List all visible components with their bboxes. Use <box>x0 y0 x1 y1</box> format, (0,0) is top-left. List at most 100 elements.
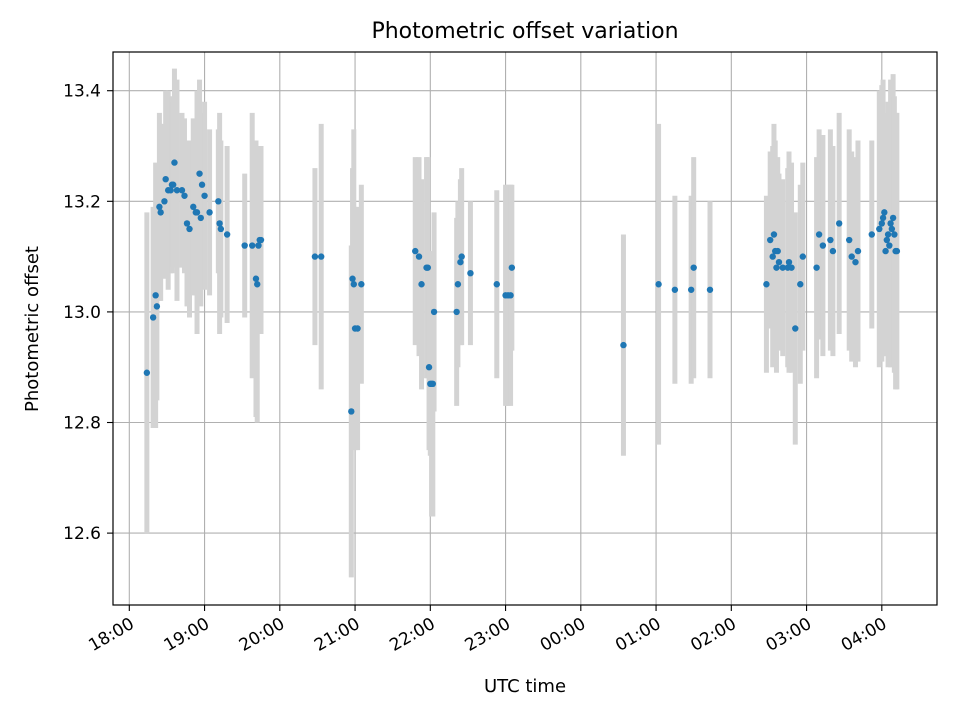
data-point <box>453 308 460 316</box>
data-point <box>152 292 159 299</box>
data-point <box>415 253 423 260</box>
data-point <box>671 286 679 293</box>
data-point <box>216 220 223 227</box>
data-point <box>507 292 514 299</box>
data-point <box>317 253 325 260</box>
data-point <box>508 264 516 271</box>
data-point <box>889 214 897 222</box>
data-point <box>799 253 807 260</box>
data-point <box>241 242 248 249</box>
data-point <box>835 220 843 227</box>
data-point <box>143 369 151 376</box>
data-point <box>779 264 786 271</box>
data-point <box>429 380 437 387</box>
data-points <box>143 159 901 415</box>
data-point <box>774 247 781 255</box>
data-point <box>350 281 358 288</box>
data-point <box>868 231 875 238</box>
data-point <box>891 231 898 238</box>
y-tick-label: 13.2 <box>63 192 101 212</box>
data-point <box>769 253 776 260</box>
data-point <box>197 214 204 222</box>
data-point <box>198 181 206 188</box>
data-point <box>785 258 793 266</box>
data-point <box>493 281 500 288</box>
data-point <box>881 209 888 216</box>
data-point <box>217 225 225 233</box>
data-point <box>655 281 662 288</box>
data-point <box>882 247 889 255</box>
data-point <box>311 253 319 260</box>
data-point <box>255 242 262 249</box>
data-point <box>349 275 356 282</box>
data-point <box>178 187 186 194</box>
data-point <box>186 225 193 233</box>
data-point <box>418 281 425 288</box>
data-point <box>358 281 365 288</box>
y-tick-label: 13.4 <box>63 82 101 102</box>
y-tick-label: 12.6 <box>63 524 101 544</box>
data-point <box>430 308 438 316</box>
data-point <box>797 281 804 288</box>
data-point <box>775 258 783 266</box>
data-point <box>819 242 827 249</box>
data-point <box>153 303 161 310</box>
data-point <box>813 264 820 271</box>
x-axis-label: UTC time <box>484 676 566 697</box>
data-point <box>788 264 795 271</box>
data-point <box>223 231 231 238</box>
data-point <box>170 181 177 188</box>
data-point <box>181 192 188 199</box>
data-point <box>424 264 432 271</box>
data-point <box>167 187 174 194</box>
data-point <box>888 225 896 233</box>
data-point <box>457 258 464 266</box>
data-point <box>773 264 780 271</box>
data-point <box>252 275 260 282</box>
data-point <box>876 225 883 233</box>
data-point <box>348 408 355 415</box>
data-point <box>215 198 222 205</box>
data-point <box>893 247 901 255</box>
data-point <box>848 253 855 260</box>
data-point <box>620 341 627 349</box>
data-point <box>467 270 474 277</box>
data-point <box>878 220 886 227</box>
data-point <box>161 198 168 205</box>
data-point <box>162 175 169 183</box>
data-point <box>196 170 203 177</box>
data-point <box>770 231 778 238</box>
chart-title: Photometric offset variation <box>371 19 678 44</box>
data-point <box>815 231 823 238</box>
data-point <box>458 253 465 260</box>
data-point <box>193 209 201 216</box>
data-point <box>257 236 265 244</box>
data-point <box>412 247 419 255</box>
data-point <box>156 203 163 211</box>
data-point <box>687 286 695 293</box>
plot-frame <box>112 51 938 606</box>
data-point <box>157 209 164 216</box>
data-point <box>173 187 181 194</box>
data-point <box>149 314 157 321</box>
data-point <box>763 281 770 288</box>
data-point <box>190 203 197 211</box>
data-point <box>883 236 891 244</box>
data-point <box>829 247 837 255</box>
data-point <box>887 220 894 227</box>
data-point <box>884 231 892 238</box>
data-point <box>854 247 862 255</box>
data-point <box>846 236 853 244</box>
data-point <box>792 325 799 332</box>
data-point <box>886 242 893 249</box>
data-point <box>852 258 859 266</box>
data-point <box>827 236 834 244</box>
data-point <box>183 220 191 227</box>
data-point <box>706 286 714 293</box>
data-point <box>254 281 261 288</box>
data-point <box>171 159 178 166</box>
y-tick-label: 12.8 <box>63 414 101 434</box>
data-point <box>425 364 433 371</box>
